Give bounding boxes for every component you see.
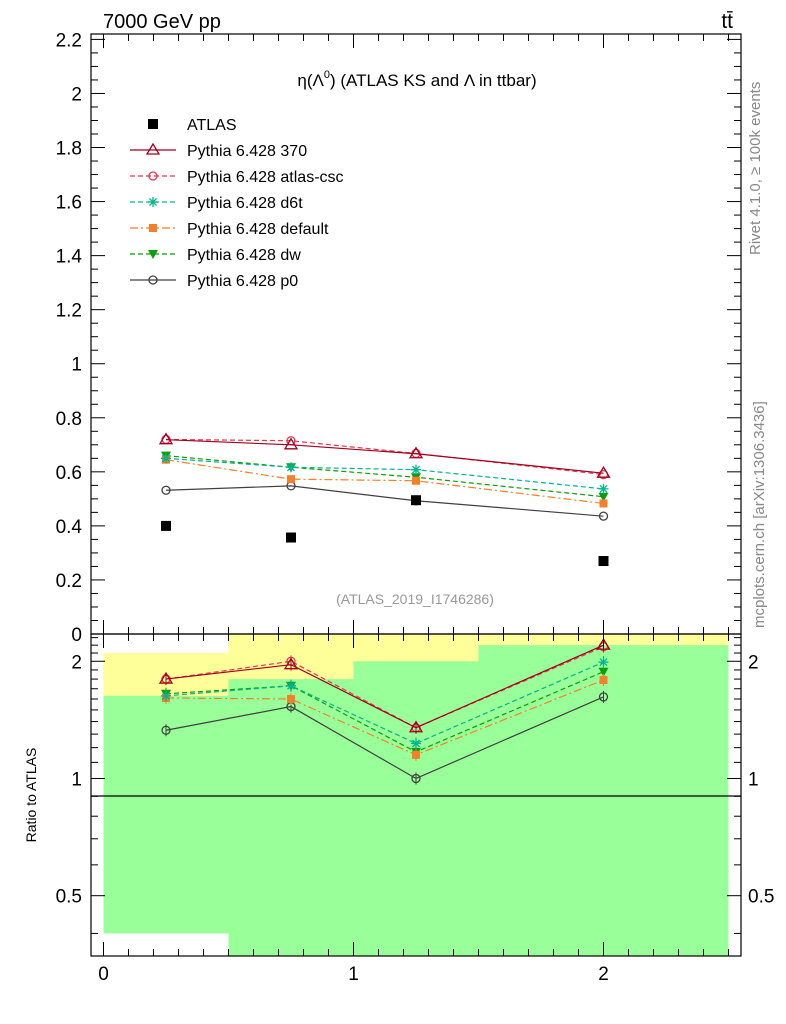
main-ytick-label: 0 [71,625,82,646]
ratio-ytick-label: 2 [71,652,82,673]
legend-marker [148,171,158,181]
series-line-pythia-6-428-370 [165,439,604,474]
main-ytick-label: 1.6 [56,193,82,214]
ratio-point [598,657,609,668]
series-point [598,511,609,521]
series-point [408,446,424,459]
ratio-point [598,692,609,702]
series-point [283,437,299,450]
ratio-bands [103,634,729,956]
legend-marker [145,142,161,155]
main-axis-ticks: 0 0.2 0.4 0.6 0.8 1 1.2 1.4 1.6 1.8 2 2.2 [56,30,741,646]
ratio-xtick-label: 2 [598,964,609,985]
ratio-point [412,750,420,759]
ratio-line [165,679,604,756]
legend-marker [148,275,158,285]
ratio-point [161,690,171,701]
main-ytick-label: 0.8 [56,409,82,430]
ratio-line [165,671,604,753]
ratio-xtick-label: 0 [98,964,109,985]
main-ytick-label: 0.2 [56,571,82,592]
ratio-point [161,725,171,735]
legend-label: Pythia 6.428 d6t [187,195,303,212]
chart-title: η(Λ0) (ATLAS KS and Λ in ttbar) [297,69,536,90]
ratio-point [283,657,299,670]
main-series [158,432,611,521]
ratio-line [165,661,604,745]
legend-label: Pythia 6.428 p0 [187,273,298,290]
legend-atlas-label: ATLAS [187,117,237,134]
series-point [161,453,171,464]
main-ytick-label: 1.8 [56,139,82,160]
main-ytick-label: 1.4 [56,247,83,268]
main-ytick-label: 2.2 [56,30,82,51]
ratio-point [287,695,295,704]
series-point [596,465,611,478]
main-ytick-label: 1.2 [56,301,82,322]
series-point [599,499,608,508]
ratio-line [165,646,604,729]
legend-marker [149,224,157,232]
ratio-point [599,676,608,685]
series-point [158,432,174,445]
legend-marker [148,250,158,259]
series-line-pythia-6-428-p0 [165,485,604,517]
ratio-ytick-label: 1 [71,769,82,790]
rivet-label: Rivet 4.1.0, ≥ 100k events [747,82,764,255]
analysis-label: (ATLAS_2019_I1746286) [336,591,494,607]
series-line-pythia-6-428-d6t [165,457,604,490]
ratio-ytick-label-right: 1 [748,769,759,790]
ratio-band-green-1 [228,679,354,956]
series-point [598,483,609,494]
atlas-data-point [411,495,421,506]
series-point [412,476,420,485]
main-ytick-label: 0.4 [56,517,83,538]
legend-marker [148,197,158,207]
main-panel: η(Λ0) (ATLAS KS and Λ in ttbar) (ATLAS_2… [56,30,742,646]
ratio-point [158,671,174,684]
ratio-point [598,667,609,677]
main-ytick-label: 1 [71,355,82,376]
ratio-line [165,696,604,780]
legend-atlas-marker [148,119,158,129]
ratio-ytick-label-right: 0.5 [748,887,774,908]
series-line-pythia-6-428-dw [165,455,604,498]
mcplots-label: mcplots.cern.ch [arXiv:1306.3436] [751,401,768,628]
ratio-ylabel: Ratio to ATLAS [23,748,39,843]
ratio-ytick-label-right: 2 [748,652,759,673]
ratio-point [408,720,424,733]
ratio-axis-ticks: 0.5 0.5 1 1 2 2 0 1 2 [56,634,774,985]
ratio-line [165,644,604,729]
legend: ATLAS Pythia 6.428 370 Pythia 6.428 atlas-… [130,117,344,290]
ratio-point [286,680,296,691]
legend-label: Pythia 6.428 atlas-csc [187,169,344,186]
ratio-ytick-label: 0.5 [56,887,82,908]
legend-label: Pythia 6.428 default [187,221,329,238]
ratio-band-green-2 [353,661,479,956]
ratio-xtick-label: 1 [348,964,359,985]
legend-label: Pythia 6.428 370 [187,143,307,160]
ratio-point [411,773,421,784]
atlas-data-point [598,556,609,567]
series-point [286,462,296,473]
atlas-data-point [286,532,296,543]
ratio-point [411,738,421,749]
main-ytick-label: 0.6 [56,463,82,484]
series-point [161,485,171,495]
series-point [411,464,421,475]
atlas-data-point [161,520,171,531]
legend-label: Pythia 6.428 dw [187,247,301,264]
main-ytick-label: 2 [71,84,82,105]
ratio-series [158,637,611,785]
atlas-data [161,495,609,567]
process-label: tt̄ [721,10,733,33]
energy-label: 7000 GeV pp [103,11,221,33]
ratio-frame [90,633,742,957]
series-point [287,475,295,484]
ratio-point [596,637,611,650]
series-point [598,492,609,502]
ratio-panel: 0.5 0.5 1 1 2 2 0 1 2 Ratio to ATLAS [23,633,774,985]
